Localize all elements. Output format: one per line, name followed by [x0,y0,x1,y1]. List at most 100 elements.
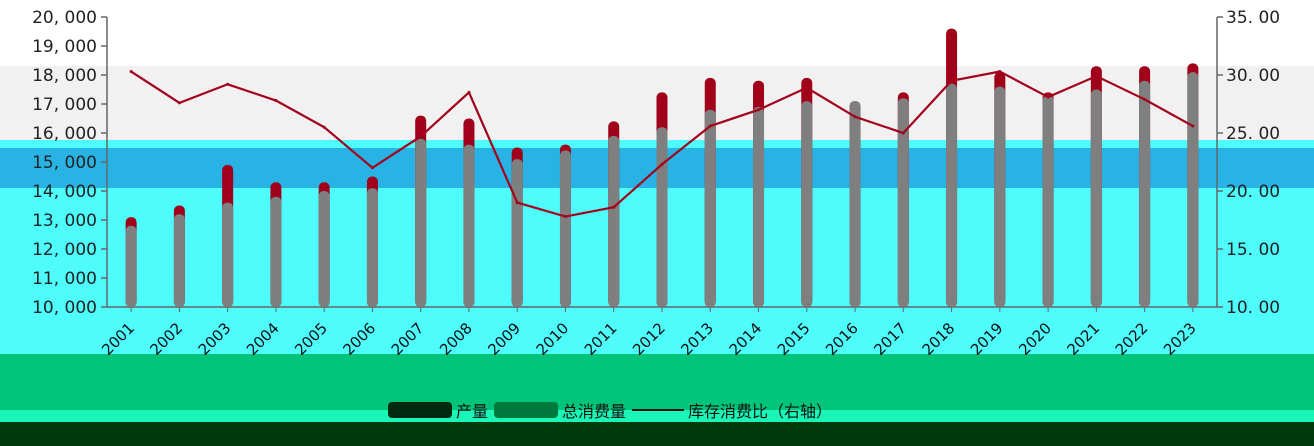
y-tick-label: 19, 000 [32,37,97,57]
legend-label-production: 产量 [456,402,489,421]
x-tick-label: 2006 [340,319,380,359]
bar-consumption [1187,72,1199,307]
y2-tick-label: 15. 00 [1226,240,1280,260]
bar-consumption [463,144,475,307]
y-tick-label: 18, 000 [32,66,97,86]
x-tick-label: 2019 [967,319,1007,359]
x-tick-label: 2018 [919,319,959,359]
bar-consumption [753,106,765,308]
bar-consumption [801,101,813,307]
x-tick-label: 2003 [195,319,235,359]
point-stock-consumption-ratio [998,70,1002,74]
bar-consumption [1042,95,1054,307]
y-tick-label: 17, 000 [32,95,97,115]
bar-consumption [849,101,861,307]
y-tick-label: 11, 000 [32,269,97,289]
y-tick-label: 14, 000 [32,182,97,202]
y-tick-label: 10, 000 [32,298,97,318]
y-tick-label: 13, 000 [32,211,97,231]
point-stock-consumption-ratio [612,205,616,209]
point-stock-consumption-ratio [1191,124,1195,128]
y-tick-label: 12, 000 [32,240,97,260]
bar-consumption [656,127,668,307]
bar-consumption [125,225,137,307]
x-tick-label: 2023 [1160,319,1200,359]
bar-consumption [366,188,378,307]
legend-label-consumption: 总消费量 [562,402,627,421]
legend-item-ratio[interactable]: 库存消费比（右轴） [632,398,832,422]
x-tick-label: 2005 [291,319,331,359]
overlay-band-mint [0,410,1314,422]
x-tick-label: 2001 [98,319,138,359]
point-stock-consumption-ratio [708,124,712,128]
point-stock-consumption-ratio [805,86,809,90]
x-tick-label: 2021 [1063,319,1103,359]
point-stock-consumption-ratio [419,134,423,138]
x-tick-label: 2007 [388,319,428,359]
bar-consumption [1139,80,1151,307]
bar-consumption [559,150,571,307]
point-stock-consumption-ratio [370,166,374,170]
legend-swatch-production [388,402,452,418]
x-tick-label: 2020 [1015,319,1055,359]
x-tick-label: 2010 [533,319,573,359]
point-stock-consumption-ratio [757,108,761,112]
point-stock-consumption-ratio [177,101,181,105]
point-stock-consumption-ratio [1046,95,1050,99]
point-stock-consumption-ratio [1094,74,1098,78]
point-stock-consumption-ratio [322,125,326,129]
y2-tick-label: 10. 00 [1226,298,1280,318]
point-stock-consumption-ratio [129,70,133,74]
y-tick-label: 16, 000 [32,124,97,144]
legend-item-consumption[interactable]: 总消费量 [494,398,626,422]
x-tick-label: 2013 [677,319,717,359]
y-tick-label: 15, 000 [32,153,97,173]
bar-consumption [897,98,909,307]
point-stock-consumption-ratio [660,162,664,166]
bar-consumption [946,83,958,307]
point-stock-consumption-ratio [467,90,471,94]
x-tick-label: 2011 [581,319,621,359]
x-tick-label: 2014 [726,319,766,359]
x-tick-label: 2016 [822,319,862,359]
x-tick-label: 2002 [146,319,186,359]
y2-tick-label: 20. 00 [1226,182,1280,202]
x-tick-label: 2015 [774,319,814,359]
bar-consumption [270,196,282,307]
point-stock-consumption-ratio [950,79,954,83]
bar-consumption [222,202,234,307]
x-tick-label: 2017 [870,319,910,359]
bar-consumption [704,109,716,307]
y2-tick-label: 35. 00 [1226,8,1280,28]
point-stock-consumption-ratio [274,99,278,103]
legend-swatch-consumption [494,402,559,418]
point-stock-consumption-ratio [901,131,905,135]
x-tick-label: 2004 [243,319,283,359]
point-stock-consumption-ratio [1143,97,1147,101]
point-stock-consumption-ratio [515,201,519,205]
x-tick-label: 2022 [1112,319,1152,359]
bar-consumption [415,138,427,307]
x-tick-label: 2008 [436,319,476,359]
bar-consumption [1090,89,1102,307]
y-tick-label: 20, 000 [32,8,97,28]
point-stock-consumption-ratio [226,82,230,86]
bar-consumption [511,159,523,307]
bar-consumption [608,135,620,307]
x-tick-label: 2012 [629,319,669,359]
overlay-band-green [0,354,1314,418]
y2-tick-label: 25. 00 [1226,124,1280,144]
overlay-band-dark [0,422,1314,446]
bar-consumption [173,214,185,307]
legend-swatch-ratio [632,409,685,411]
bar-consumption [994,86,1006,307]
y2-tick-label: 30. 00 [1226,66,1280,86]
legend-item-production[interactable]: 产量 [388,398,488,422]
legend-label-ratio: 库存消费比（右轴） [688,402,833,421]
point-stock-consumption-ratio [853,115,857,119]
bar-consumption [318,191,330,307]
x-tick-label: 2009 [484,319,524,359]
legend: 产量 总消费量 库存消费比（右轴） [388,398,832,422]
point-stock-consumption-ratio [563,215,567,219]
